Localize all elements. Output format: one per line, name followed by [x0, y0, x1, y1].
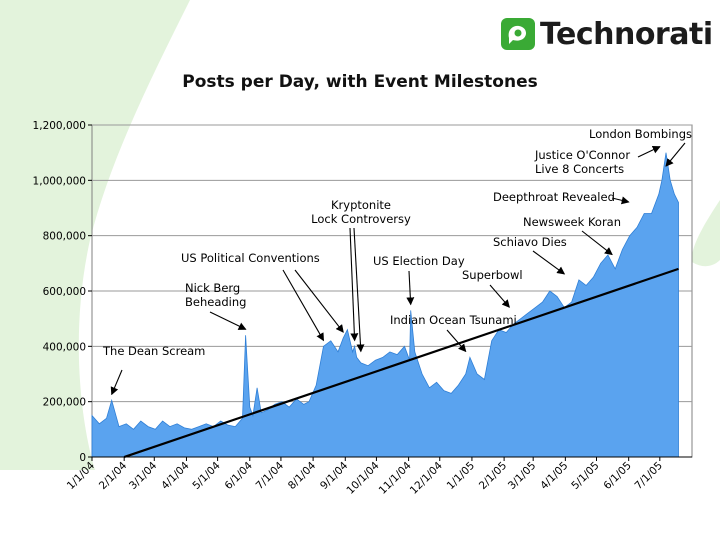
- y-tick-label: 800,000: [43, 231, 86, 243]
- annotation-arrow: [353, 227, 365, 353]
- x-tick-label: 3/1/05: [506, 460, 538, 492]
- y-tick-label: 400,000: [43, 341, 86, 353]
- background-swoosh-right: [691, 200, 720, 267]
- annotation-arrow: [637, 146, 661, 158]
- annotation-line: Kryptonite: [331, 198, 391, 212]
- x-tick-label: 1/1/05: [445, 460, 477, 492]
- annotation-arrow: [209, 311, 247, 330]
- annotation-arrow: [110, 369, 123, 396]
- x-tick-label: 5/1/04: [190, 459, 223, 492]
- background-swoosh: [0, 0, 190, 470]
- annotation-arrow: [611, 196, 630, 205]
- x-tick-label: 7/1/05: [633, 460, 665, 492]
- annotation-line: US Election Day: [373, 254, 465, 268]
- annotation-line: Live 8 Concerts: [535, 162, 624, 176]
- annotation-line: Indian Ocean Tsunami: [390, 313, 517, 327]
- annotation-line: US Political Conventions: [181, 251, 320, 265]
- annotation-line: Schiavo Dies: [493, 235, 567, 249]
- trend-line: [123, 267, 679, 459]
- technorati-logo: Technorati: [500, 14, 713, 54]
- x-tick-label: 10/1/04: [344, 459, 381, 496]
- annotation-label: The Dean Scream: [102, 344, 205, 358]
- x-tick-label: 4/1/04: [159, 459, 192, 492]
- annotation-label: London Bombings: [589, 127, 692, 141]
- annotation-line: Lock Controversy: [311, 212, 411, 226]
- x-tick-label: 8/1/04: [286, 459, 319, 492]
- chart-title: Posts per Day, with Event Milestones: [182, 72, 538, 92]
- posts-area-series: [91, 152, 679, 458]
- brand-name: Technorati: [540, 16, 713, 52]
- annotation-arrow: [349, 227, 359, 342]
- annotation-label: Deepthroat Revealed: [493, 190, 615, 204]
- x-tick-label: 6/1/04: [223, 459, 256, 492]
- x-tick-label: 5/1/05: [569, 460, 601, 492]
- annotation-label: Newsweek Koran: [523, 215, 621, 229]
- annotation-arrow: [665, 142, 686, 167]
- y-tick-label: 200,000: [43, 397, 86, 409]
- x-tick-label: 4/1/05: [538, 460, 570, 492]
- y-tick-label: 0: [79, 452, 86, 464]
- annotation-line: Nick Berg: [185, 281, 240, 295]
- x-tick-label: 11/1/04: [377, 459, 414, 496]
- annotation-label: Schiavo Dies: [493, 235, 567, 249]
- annotation-label: US Political Conventions: [181, 251, 320, 265]
- x-tick-label: 6/1/05: [601, 460, 633, 492]
- y-tick-label: 600,000: [43, 286, 86, 298]
- logo-bubble-icon: [501, 18, 535, 50]
- annotation-arrow: [282, 269, 324, 342]
- annotation-label: Justice O'Connor Live 8 Concerts: [534, 148, 630, 176]
- x-tick-label: 1/1/04: [65, 459, 98, 492]
- annotation-line: Superbowl: [462, 268, 523, 282]
- annotation-label: Indian Ocean Tsunami: [390, 313, 517, 327]
- annotation-arrow: [532, 250, 566, 275]
- annotation-label: Kryptonite Lock Controversy: [311, 198, 411, 226]
- x-tick-label: 2/1/04: [97, 459, 130, 492]
- annotation-line: Deepthroat Revealed: [493, 190, 615, 204]
- annotation-line: Justice O'Connor: [534, 148, 630, 162]
- annotation-arrow: [406, 270, 415, 306]
- x-tick-label: 12/1/04: [408, 459, 445, 496]
- annotation-line: Beheading: [185, 295, 246, 309]
- x-tick-label: 3/1/04: [127, 459, 160, 492]
- x-tick-label: 2/1/05: [477, 460, 509, 492]
- annotation-line: London Bombings: [589, 127, 692, 141]
- y-tick-label: 1,000,000: [33, 175, 86, 187]
- annotation-line: Newsweek Koran: [523, 215, 621, 229]
- annotation-label: US Election Day: [373, 254, 465, 268]
- annotation-label: Superbowl: [462, 268, 523, 282]
- x-tick-label: 7/1/04: [254, 459, 287, 492]
- y-tick-label: 1,200,000: [33, 120, 86, 132]
- annotation-arrow: [581, 230, 613, 256]
- annotation-line: The Dean Scream: [102, 344, 205, 358]
- annotation-arrow: [446, 329, 467, 353]
- annotation-arrow: [294, 269, 344, 333]
- annotation-arrow: [489, 284, 510, 308]
- annotation-label: Nick Berg Beheading: [185, 281, 246, 309]
